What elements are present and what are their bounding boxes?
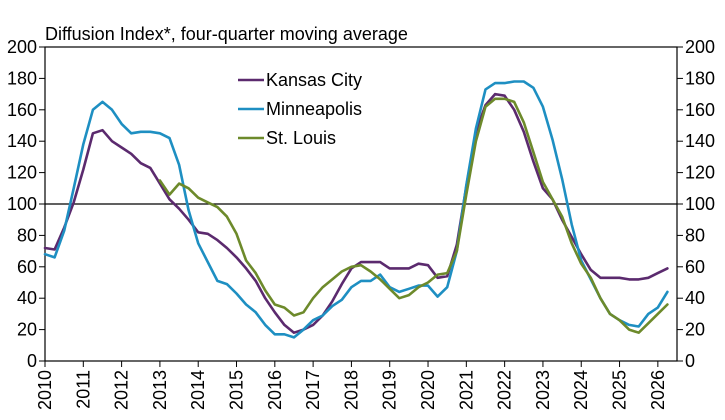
y-tick-label-left: 20	[17, 320, 37, 340]
y-tick-label-left: 40	[17, 288, 37, 308]
y-tick-label-right: 100	[685, 194, 715, 214]
y-tick-label-right: 40	[685, 288, 705, 308]
y-tick-label-left: 140	[7, 131, 37, 151]
y-tick-label-right: 200	[685, 37, 715, 57]
chart-title: Diffusion Index*, four-quarter moving av…	[45, 24, 408, 44]
legend-label-st-louis: St. Louis	[266, 128, 336, 148]
y-tick-label-right: 60	[685, 257, 705, 277]
x-tick-label: 2026	[648, 370, 668, 410]
y-tick-label-right: 180	[685, 68, 715, 88]
x-tick-label: 2021	[456, 370, 476, 410]
legend: Kansas City Minneapolis St. Louis	[238, 70, 362, 148]
y-tick-label-right: 20	[685, 320, 705, 340]
x-tick-label: 2025	[610, 370, 630, 410]
y-tick-label-right: 80	[685, 225, 705, 245]
y-tick-label-right: 0	[685, 351, 695, 371]
y-tick-label-left: 80	[17, 225, 37, 245]
x-tick-label: 2023	[533, 370, 553, 410]
y-tick-label-left: 160	[7, 100, 37, 120]
x-tick-label: 2024	[571, 370, 591, 410]
series-line-kansas-city	[43, 92, 669, 335]
y-tick-label-left: 120	[7, 163, 37, 183]
x-tick-label: 2013	[150, 370, 170, 410]
x-tick-label: 2018	[341, 370, 361, 410]
x-tick-label: 2016	[265, 370, 285, 410]
y-tick-label-left: 180	[7, 68, 37, 88]
y-tick-label-right: 120	[685, 163, 715, 183]
series-line-minneapolis	[43, 80, 669, 339]
x-tick-label: 2019	[380, 370, 400, 410]
x-tick-label: 2017	[303, 370, 323, 410]
x-tick-label: 2010	[35, 370, 55, 410]
series-lines	[43, 80, 669, 339]
legend-label-minneapolis: Minneapolis	[266, 99, 362, 119]
y-tick-label-right: 140	[685, 131, 715, 151]
y-tick-label-left: 60	[17, 257, 37, 277]
y-tick-label-right: 160	[685, 100, 715, 120]
series-line-st-louis	[158, 97, 669, 335]
x-tick-label: 2020	[418, 370, 438, 410]
legend-label-kansas-city: Kansas City	[266, 70, 362, 90]
y-tick-label-left: 200	[7, 37, 37, 57]
x-tick-label: 2014	[188, 370, 208, 410]
y-tick-label-left: 100	[7, 194, 37, 214]
x-tick-label: 2012	[112, 370, 132, 410]
y-tick-label-left: 0	[27, 351, 37, 371]
x-tick-label: 2015	[227, 370, 247, 410]
x-tick-label: 2011	[73, 370, 93, 409]
x-tick-label: 2022	[495, 370, 515, 410]
